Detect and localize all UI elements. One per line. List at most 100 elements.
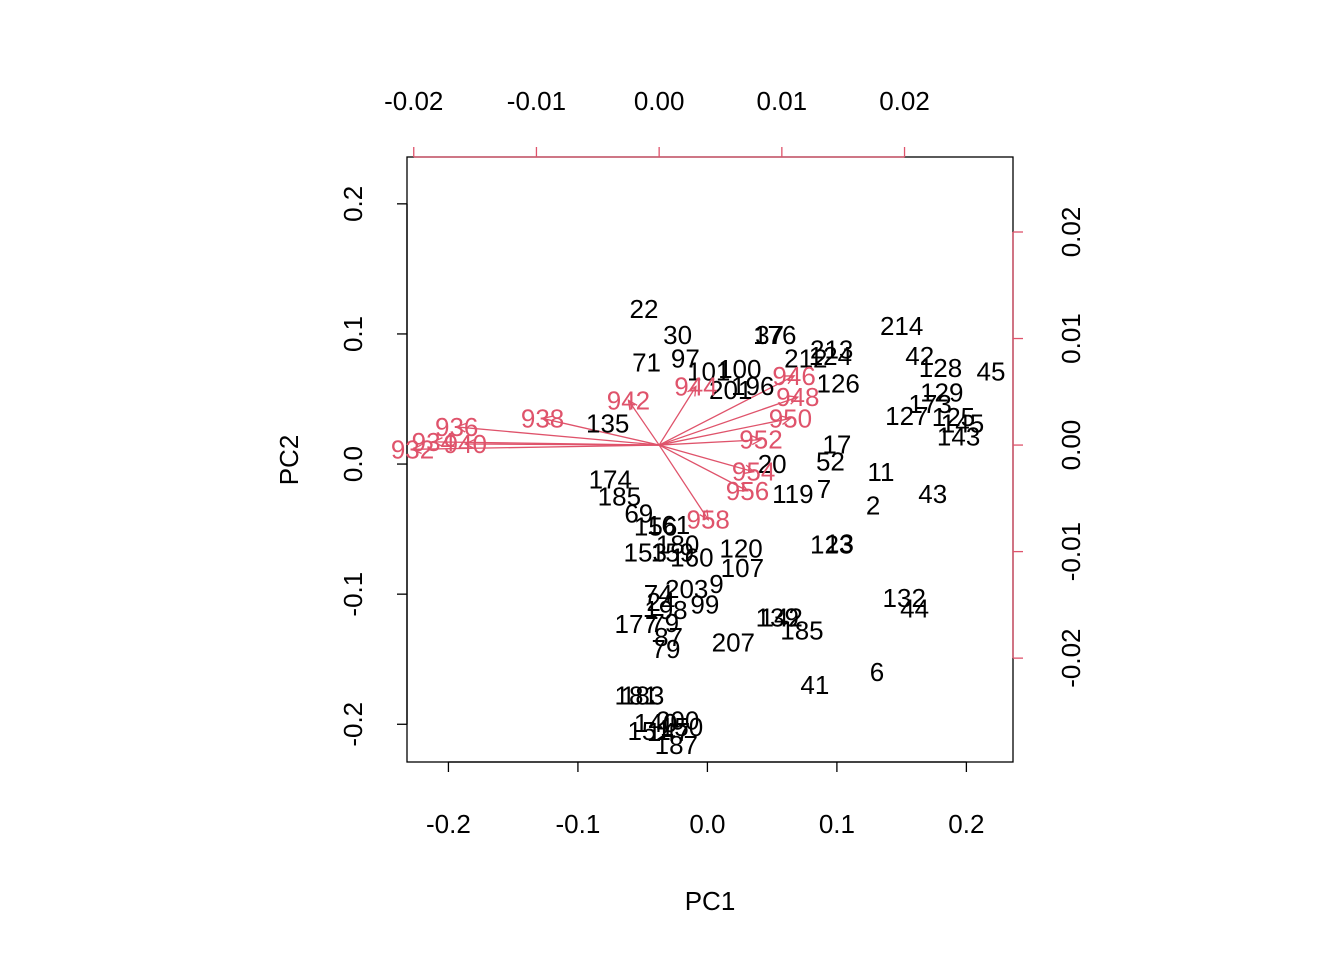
score-label: 177 <box>614 609 657 639</box>
score-label: 22 <box>630 294 659 324</box>
score-label: 142 <box>760 603 803 633</box>
loading-label: 938 <box>521 403 564 433</box>
score-label: 99 <box>690 590 719 620</box>
loading-label: 940 <box>444 429 487 459</box>
score-label: 79 <box>650 608 679 638</box>
score-label: 153 <box>624 538 667 568</box>
right-tick-label: 0.00 <box>1056 420 1086 471</box>
score-label: 181 <box>614 681 657 711</box>
score-label: 156 <box>634 512 677 542</box>
loading-arrow <box>658 444 748 492</box>
score-label: 30 <box>663 320 692 350</box>
loading-arrowhead <box>627 399 638 411</box>
loading-arrowhead <box>751 435 763 446</box>
x-tick-label: 0.1 <box>819 809 855 839</box>
score-label: 6 <box>870 657 884 687</box>
score-label: 52 <box>816 446 845 476</box>
loading-label: 934 <box>412 427 455 457</box>
loading-arrow <box>658 444 754 473</box>
loading-arrow <box>658 444 709 520</box>
score-label: 200 <box>656 705 699 735</box>
loading-arrow <box>542 417 660 446</box>
loading-label: 948 <box>776 382 819 412</box>
right-tick-label: -0.02 <box>1056 628 1086 687</box>
score-label: 214 <box>880 311 923 341</box>
score-label: 17 <box>822 430 851 460</box>
score-label: 147 <box>647 717 690 747</box>
score-label: 174 <box>589 465 632 495</box>
score-label: 42 <box>905 341 934 371</box>
loading-arrowhead <box>780 415 792 426</box>
score-label: 123 <box>810 530 853 560</box>
y-tick-label: 0.1 <box>338 316 368 352</box>
score-label: 127 <box>885 401 928 431</box>
x-tick-label: -0.2 <box>426 809 471 839</box>
loading-label: 932 <box>391 434 434 464</box>
loading-arrowhead <box>699 509 710 521</box>
score-label: 100 <box>718 354 761 384</box>
loading-label: 952 <box>739 425 782 455</box>
x-tick-label: 0.0 <box>689 809 725 839</box>
score-label: 185 <box>598 482 641 512</box>
x-axis-title: PC1 <box>685 886 736 916</box>
y-tick-label: 0.2 <box>338 186 368 222</box>
loading-arrowhead <box>743 464 756 475</box>
x-tick-label: 0.2 <box>948 809 984 839</box>
score-label: 119 <box>772 479 813 509</box>
score-label: 69 <box>624 498 653 528</box>
loading-arrowhead <box>541 415 553 426</box>
loading-arrow <box>456 426 660 446</box>
score-label: 161 <box>647 510 690 540</box>
y-axis-title: PC2 <box>274 435 304 486</box>
score-label: 143 <box>937 422 980 452</box>
score-label: 183 <box>621 681 664 711</box>
loading-arrow <box>658 386 697 446</box>
score-label: 201 <box>709 375 752 405</box>
score-label: 87 <box>654 622 683 652</box>
y-tick-label: -0.1 <box>338 572 368 617</box>
score-label: 45 <box>977 357 1006 387</box>
loading-arrow <box>659 417 791 446</box>
score-label: 124 <box>809 341 852 371</box>
top-tick-label: 0.02 <box>879 86 930 116</box>
x-tick-label: -0.1 <box>556 809 601 839</box>
score-label: 128 <box>919 353 962 383</box>
loading-arrow <box>659 439 762 446</box>
score-label: 125 <box>932 402 975 432</box>
score-label: 185 <box>780 616 823 646</box>
loading-label: 944 <box>674 371 717 401</box>
score-label: 20 <box>758 449 787 479</box>
score-label: 43 <box>918 479 947 509</box>
score-label: 41 <box>800 670 829 700</box>
score-label: 213 <box>810 335 853 365</box>
score-label: 187 <box>655 730 698 760</box>
score-label: 74 <box>644 579 673 609</box>
y-tick-label: 0.0 <box>338 446 368 482</box>
loading-arrow <box>465 443 660 446</box>
top-tick-label: 0.00 <box>634 86 685 116</box>
score-label: 107 <box>721 553 764 583</box>
score-label: 140 <box>634 708 677 738</box>
y-tick-label: -0.2 <box>338 702 368 747</box>
right-tick-label: 0.02 <box>1056 207 1086 258</box>
top-tick-label: -0.02 <box>384 86 443 116</box>
loading-arrow <box>658 375 795 446</box>
score-label: 2 <box>866 491 880 521</box>
loading-label: 958 <box>687 505 730 535</box>
loading-label: 936 <box>435 412 478 442</box>
score-label: 97 <box>671 344 700 374</box>
loading-label: 946 <box>772 361 815 391</box>
score-label: 139 <box>756 603 799 633</box>
score-label: 120 <box>719 534 762 564</box>
loading-arrow <box>627 399 660 446</box>
loading-arrowhead <box>431 437 443 447</box>
loading-arrow <box>658 396 799 446</box>
axis-right: -0.02 -0.01 0.00 0.01 0.02 <box>1012 207 1086 688</box>
loading-label: 954 <box>732 457 775 487</box>
loading-arrowhead <box>455 422 467 433</box>
score-label: 71 <box>632 348 661 378</box>
score-label: 135 <box>586 409 629 439</box>
top-tick-label: 0.01 <box>757 86 808 116</box>
